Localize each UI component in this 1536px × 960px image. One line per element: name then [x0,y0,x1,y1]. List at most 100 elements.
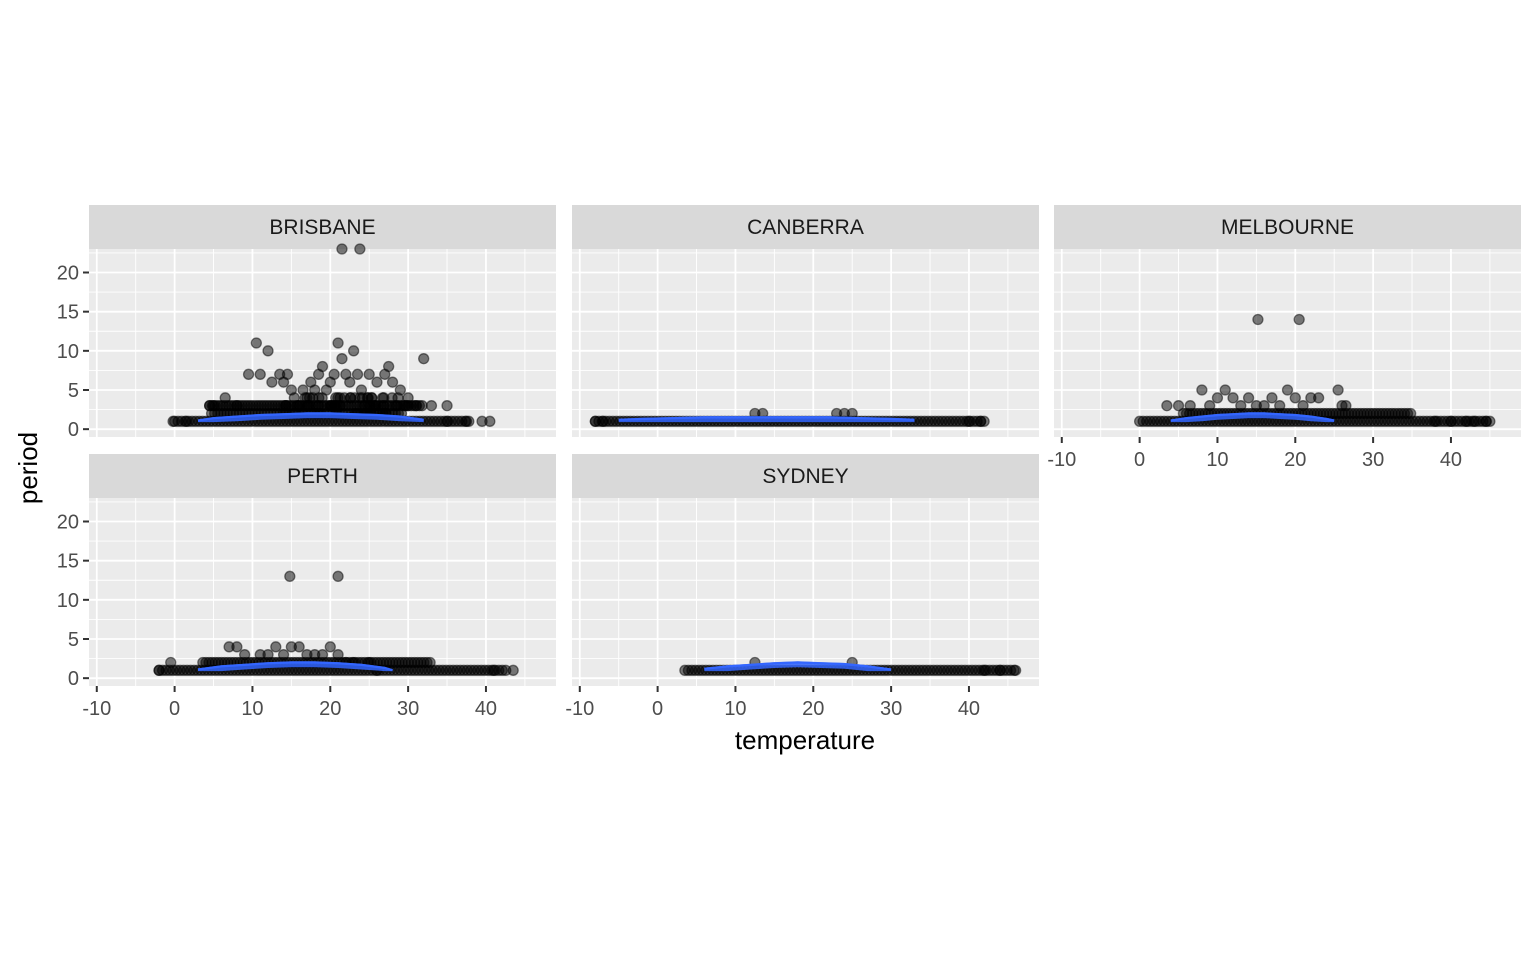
facet-perth: PERTH [89,454,556,686]
data-point [1429,415,1442,427]
data-point [153,664,165,676]
data-point [1172,400,1185,412]
data-point [441,400,453,412]
data-point [978,664,991,676]
data-point [165,656,177,669]
smooth-line [197,661,393,672]
y-tick-label: 10 [57,590,79,612]
data-point [316,649,329,661]
data-point [1312,392,1325,404]
x-tick-label: 40 [958,698,980,720]
facet-strip-label: BRISBANE [269,216,375,239]
facet-strip [572,454,1039,498]
x-tick-label: 30 [880,698,902,720]
x-tick-label: 0 [652,698,663,720]
x-tick-label: 10 [724,698,746,720]
data-point [363,368,375,380]
data-point [963,415,975,427]
data-point [371,376,383,388]
data-point [316,360,329,373]
facet-strip-label: MELBOURNE [1221,216,1354,239]
facet-strip-label: PERTH [287,465,358,488]
x-tick-label: 0 [1134,449,1145,471]
data-point [328,368,340,380]
gridlines [572,498,1039,686]
data-point [597,415,609,427]
y-tick-label: 5 [68,629,79,651]
data-point [1332,384,1344,396]
data-point [1468,415,1480,427]
data-point [1484,415,1496,427]
data-point [242,368,255,380]
data-point [1405,407,1417,420]
x-axis-title: temperature [735,725,875,755]
x-tick-label: -10 [565,698,594,720]
data-point [441,415,453,427]
data-point [1289,392,1301,404]
smooth-line [197,412,424,422]
data-point [1274,400,1286,412]
data-point [376,392,389,404]
facet-melbourne: MELBOURNE [1054,205,1521,437]
x-tick-label: 20 [802,698,824,720]
data-point [424,656,436,669]
panel-background [572,249,1039,437]
data-point [309,384,321,396]
data-point [281,368,294,380]
x-tick-label: 40 [475,698,497,720]
data-point [207,400,220,412]
x-tick-label: 30 [1362,449,1384,471]
data-point [507,664,519,676]
data-point [366,392,378,404]
data-point [1235,400,1247,412]
facet-canberra: CANBERRA [572,205,1039,437]
data-point [488,664,500,676]
data-point [974,415,987,427]
data-point [231,641,243,653]
y-tick-label: 5 [68,380,79,402]
data-point [354,243,366,255]
data-point [332,649,344,661]
data-point [347,345,360,357]
data-point [390,400,403,412]
data-point [284,570,296,582]
data-point [425,400,438,412]
facet-strip-label: CANBERRA [747,216,864,239]
data-point [231,400,243,412]
y-tick-label: 10 [57,341,79,363]
data-point [1252,313,1264,326]
data-point [1227,392,1239,404]
data-point [336,243,348,255]
data-point [262,649,274,661]
data-point [351,368,364,380]
x-tick-label: 20 [319,698,341,720]
gridlines [572,249,1039,437]
y-tick-label: 20 [57,263,79,285]
data-point [484,415,496,427]
data-point [349,392,361,404]
x-tick-label: 30 [397,698,419,720]
panel-background [1054,249,1521,437]
x-tick-label: 20 [1284,449,1306,471]
data-point [250,337,262,349]
facet-strip [1054,205,1521,249]
data-point [994,664,1006,676]
y-tick-label: 20 [57,512,79,534]
y-axis-title: period [13,432,43,504]
data-point [219,392,231,404]
data-point [239,649,251,661]
facet-brisbane: BRISBANE [89,205,556,437]
data-point [254,368,266,380]
x-tick-label: 10 [241,698,263,720]
x-tick-label: 40 [1440,449,1462,471]
facet-strip-label: SYDNEY [762,465,848,488]
data-point [1211,392,1224,404]
data-point [332,570,344,582]
data-point [324,641,336,653]
data-point [1340,400,1352,412]
facet-strip [89,205,556,249]
data-point [328,400,341,412]
data-point [180,415,192,427]
data-point [285,384,298,396]
